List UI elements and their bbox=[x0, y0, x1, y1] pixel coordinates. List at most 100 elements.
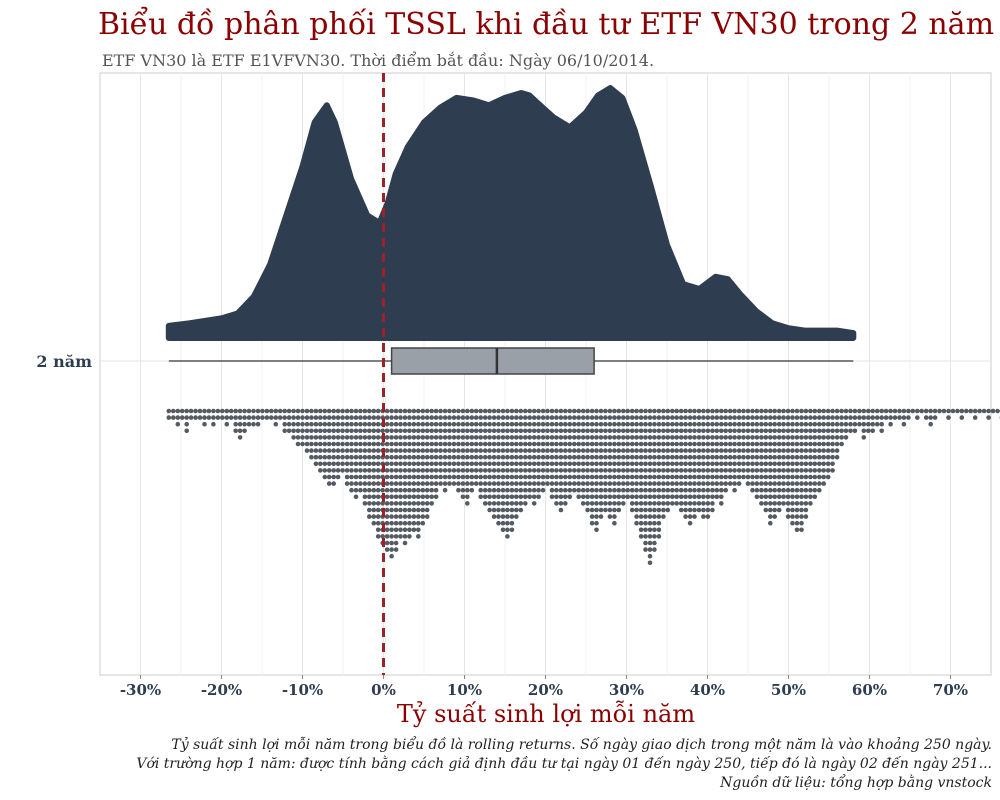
data-dot bbox=[808, 501, 813, 506]
data-dot bbox=[763, 428, 769, 434]
data-dot bbox=[389, 514, 394, 519]
data-dot bbox=[683, 448, 688, 453]
data-dot bbox=[335, 428, 341, 434]
data-dot bbox=[607, 468, 613, 473]
data-dot bbox=[433, 421, 439, 427]
data-dot bbox=[496, 448, 501, 453]
data-dot bbox=[759, 454, 764, 460]
data-dot bbox=[295, 435, 301, 440]
data-dot bbox=[184, 421, 189, 427]
data-dot bbox=[491, 501, 497, 506]
data-dot bbox=[772, 408, 777, 414]
data-dot bbox=[460, 441, 466, 447]
data-dot bbox=[442, 468, 448, 473]
data-dot bbox=[656, 448, 662, 453]
data-dot bbox=[647, 428, 653, 434]
data-dot bbox=[429, 408, 435, 414]
data-dot bbox=[901, 421, 907, 427]
data-dot bbox=[451, 461, 457, 467]
data-dot bbox=[643, 421, 648, 427]
data-dot bbox=[589, 408, 595, 414]
data-dot bbox=[839, 408, 844, 414]
data-dot bbox=[794, 428, 800, 434]
data-dot bbox=[705, 494, 711, 500]
data-dot bbox=[197, 415, 203, 420]
data-dot bbox=[589, 454, 595, 460]
data-dot bbox=[812, 428, 818, 434]
data-dot bbox=[362, 448, 368, 453]
data-dot bbox=[941, 408, 947, 414]
data-dot bbox=[469, 428, 475, 434]
data-dot bbox=[420, 474, 426, 480]
data-dot bbox=[794, 507, 800, 513]
data-dot bbox=[389, 435, 394, 440]
data-dot bbox=[398, 487, 403, 493]
data-dot bbox=[923, 408, 929, 414]
data-dot bbox=[727, 448, 733, 453]
data-dot bbox=[340, 421, 345, 427]
data-dot bbox=[629, 474, 635, 480]
data-dot bbox=[589, 421, 595, 427]
data-dot bbox=[353, 435, 359, 440]
data-dot bbox=[469, 448, 475, 453]
data-dot bbox=[612, 520, 617, 526]
data-dot bbox=[384, 501, 390, 506]
data-dot bbox=[772, 468, 777, 473]
data-dot bbox=[799, 428, 804, 434]
data-dot bbox=[696, 421, 702, 427]
data-dot bbox=[384, 428, 390, 434]
data-dot bbox=[402, 435, 408, 440]
data-dot bbox=[460, 487, 466, 493]
data-dot bbox=[643, 527, 648, 533]
data-dot bbox=[545, 461, 550, 467]
data-dot bbox=[852, 428, 858, 434]
data-dot bbox=[794, 474, 800, 480]
data-dot bbox=[621, 474, 626, 480]
data-dot bbox=[661, 487, 666, 493]
data-dot bbox=[848, 428, 853, 434]
data-dot bbox=[736, 454, 742, 460]
data-dot bbox=[389, 507, 394, 513]
data-dot bbox=[424, 494, 430, 500]
data-dot bbox=[723, 454, 728, 460]
data-dot bbox=[402, 501, 408, 506]
data-dot bbox=[683, 501, 688, 506]
data-dot bbox=[554, 501, 559, 506]
data-dot bbox=[687, 448, 693, 453]
data-dot bbox=[803, 415, 809, 420]
data-dot bbox=[411, 468, 417, 473]
data-dot bbox=[866, 421, 871, 427]
data-dot bbox=[799, 474, 804, 480]
data-dot bbox=[794, 501, 800, 506]
data-dot bbox=[224, 421, 230, 427]
data-dot bbox=[696, 415, 702, 420]
data-dot bbox=[861, 408, 867, 414]
data-dot bbox=[727, 468, 733, 473]
data-dot bbox=[727, 415, 733, 420]
data-dot bbox=[799, 527, 804, 533]
data-dot bbox=[714, 435, 720, 440]
data-dot bbox=[318, 468, 323, 473]
data-dot bbox=[670, 415, 675, 420]
data-dot bbox=[491, 421, 497, 427]
data-dot bbox=[344, 481, 350, 486]
data-dot bbox=[776, 507, 782, 513]
data-dot bbox=[429, 435, 435, 440]
data-dot bbox=[598, 474, 604, 480]
data-dot bbox=[331, 435, 337, 440]
data-dot bbox=[326, 441, 332, 447]
data-dot bbox=[598, 507, 604, 513]
data-dot bbox=[759, 461, 764, 467]
data-dot bbox=[830, 448, 835, 453]
data-dot bbox=[665, 494, 671, 500]
data-dot bbox=[206, 415, 212, 420]
data-dot bbox=[745, 435, 751, 440]
data-dot bbox=[371, 474, 377, 480]
data-dot bbox=[736, 435, 742, 440]
data-dot bbox=[460, 428, 466, 434]
data-dot bbox=[616, 441, 622, 447]
data-dot bbox=[785, 468, 791, 473]
data-dot bbox=[300, 441, 305, 447]
data-dot bbox=[776, 408, 782, 414]
data-dot bbox=[687, 514, 693, 519]
